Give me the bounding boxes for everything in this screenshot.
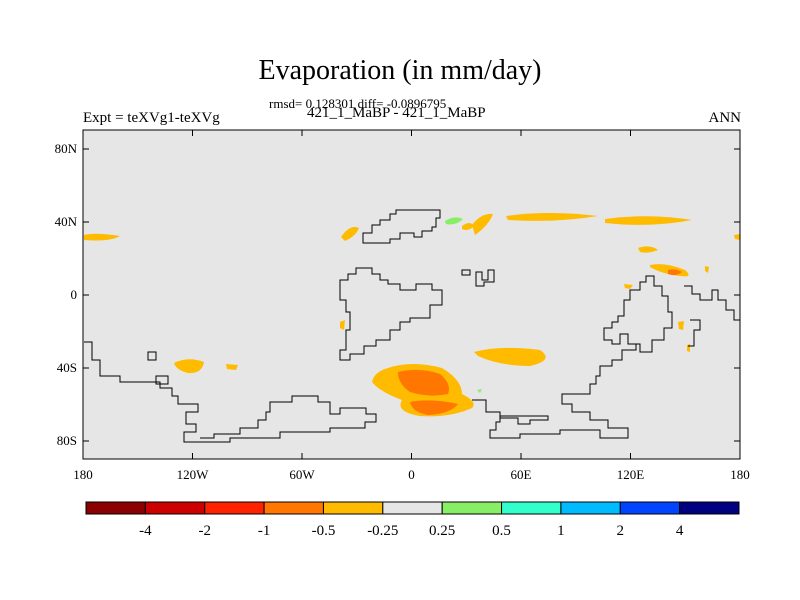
x-tick-label: 180 (730, 467, 750, 482)
colorbar-swatch (619, 501, 681, 515)
field-blob-indonesia (678, 321, 684, 330)
field-blob-south-atlantic-east (474, 347, 546, 366)
field-blob-north-pacific-east (734, 234, 740, 240)
coastline-new-zealand (684, 285, 740, 321)
colorbar-label: -2 (198, 523, 211, 539)
plot-title: Evaporation (in mm/day) (258, 55, 542, 86)
x-tick-label: 180 (73, 467, 93, 482)
field-blob-central-asia (472, 213, 493, 235)
colorbar: -4 -2 -1 -0.5 -0.25 0.25 0.5 1 2 4 (85, 501, 740, 539)
colorbar-swatch (679, 501, 740, 515)
colorbar-swatch (144, 501, 206, 515)
coastline-north-africa-eurasia (362, 209, 441, 244)
x-tick-label: 120W (177, 467, 210, 482)
continent-outlines (84, 209, 740, 443)
field-blob-south-pacific (174, 359, 204, 374)
colorbar-label: 1 (557, 523, 565, 539)
experiment-label: Expt = teXVg1-teXVg (83, 110, 220, 126)
field-blob-south-atlantic-west (340, 320, 345, 330)
field-blob-north-pacific (84, 233, 120, 241)
colorbar-label: -1 (258, 523, 271, 539)
field-blob-west-atlantic-north (341, 227, 359, 241)
coastline-east-pacific (688, 319, 701, 347)
y-tick-label: 40N (55, 214, 78, 229)
x-tick-label: 120E (617, 467, 645, 482)
map-axes: 80N 40N 0 40S 80S 180 120W 60W 0 60E 120E 180 (55, 130, 750, 482)
season-label: ANN (708, 110, 742, 126)
coastline-australia (603, 275, 673, 353)
colorbar-swatch (501, 501, 562, 515)
stats-text: rmsd= 0.128301 diff= -0.0896795 (269, 96, 447, 111)
colorbar-label: 4 (676, 523, 684, 539)
colorbar-swatch (204, 501, 265, 515)
field-blob-southern-ocean-inner-b (410, 400, 458, 415)
coastline-east-africa (475, 269, 495, 287)
field-blob-south-pacific-small (226, 364, 238, 370)
coastline-pacific-west (84, 341, 377, 443)
colorbar-swatch (441, 501, 503, 515)
field-blob-southern-ocean-inner-a (398, 369, 449, 396)
field-blob-indonesia-south (687, 344, 690, 352)
colorbar-label: -0.5 (312, 523, 336, 539)
coastline-south-america (339, 267, 443, 361)
colorbar-label: -0.25 (367, 523, 398, 539)
plot-subtitle: 421_1_MaBP - 421_1_MaBP (307, 105, 486, 121)
evaporation-field (84, 213, 740, 417)
coastline-africa-south (472, 343, 640, 439)
colorbar-label: -4 (139, 523, 152, 539)
y-tick-label: 40S (57, 360, 77, 375)
field-blob-india (624, 284, 633, 289)
colorbar-swatch (560, 501, 621, 515)
field-blob-east-asia (605, 216, 692, 225)
field-blob-green-caspian (445, 217, 463, 225)
field-blob-japan-dark (668, 269, 682, 276)
field-blob-siberia (506, 213, 598, 221)
colorbar-swatch (263, 501, 324, 515)
colorbar-swatch (322, 501, 384, 515)
colorbar-swatch (382, 501, 443, 515)
x-tick-label: 0 (408, 467, 415, 482)
field-blob-green-south (477, 389, 482, 393)
coastline-island-a (147, 351, 157, 361)
y-tick-label: 0 (71, 287, 78, 302)
field-blob-china (638, 246, 658, 253)
colorbar-label: 0.25 (429, 523, 455, 539)
y-tick-label: 80S (57, 433, 77, 448)
field-blob-kamchatka (705, 266, 709, 273)
colorbar-swatch (85, 501, 146, 515)
field-blob-mediterranean (462, 223, 474, 230)
coastline-arabia (461, 269, 471, 276)
colorbar-label: 2 (617, 523, 625, 539)
y-tick-label: 80N (55, 141, 78, 156)
colorbar-label: 0.5 (492, 523, 511, 539)
x-tick-label: 60E (511, 467, 532, 482)
x-tick-label: 60W (289, 467, 315, 482)
coastline-island-b (155, 375, 169, 385)
